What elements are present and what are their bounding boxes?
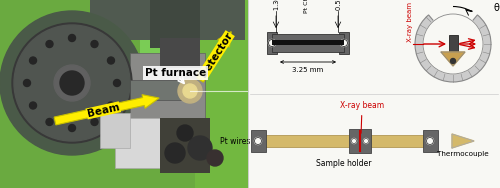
Circle shape [60, 71, 84, 95]
Circle shape [91, 118, 98, 125]
Circle shape [340, 39, 347, 46]
Polygon shape [452, 134, 474, 148]
Circle shape [426, 137, 434, 145]
Bar [267, 32, 277, 54]
Text: θ: θ [494, 3, 500, 13]
FancyBboxPatch shape [90, 0, 245, 40]
Text: 0.58 mm: 0.58 mm [336, 0, 342, 10]
Circle shape [68, 124, 75, 131]
Circle shape [14, 25, 130, 141]
Circle shape [68, 35, 75, 42]
Circle shape [24, 80, 30, 86]
Circle shape [364, 139, 368, 143]
Bar [349, 129, 371, 153]
FancyBboxPatch shape [160, 38, 200, 68]
FancyBboxPatch shape [150, 0, 200, 48]
Text: Thermocouple: Thermocouple [437, 151, 489, 157]
Circle shape [254, 137, 262, 145]
Circle shape [12, 23, 132, 143]
FancyArrow shape [196, 32, 231, 82]
FancyBboxPatch shape [248, 0, 500, 188]
FancyBboxPatch shape [0, 0, 248, 188]
Circle shape [114, 80, 120, 86]
FancyBboxPatch shape [100, 113, 130, 148]
Bar [258, 135, 430, 147]
Text: Pt furnace: Pt furnace [145, 68, 206, 78]
Bar [251, 130, 266, 152]
Bar [272, 40, 344, 45]
FancyBboxPatch shape [115, 118, 175, 168]
Circle shape [0, 11, 144, 155]
FancyBboxPatch shape [195, 0, 248, 188]
Circle shape [46, 118, 53, 125]
Polygon shape [441, 52, 465, 66]
Text: X-ray beam: X-ray beam [407, 2, 413, 42]
FancyBboxPatch shape [130, 53, 205, 133]
Circle shape [352, 139, 356, 143]
Circle shape [178, 79, 202, 103]
Circle shape [108, 57, 114, 64]
Circle shape [91, 41, 98, 48]
Text: Pt Channel: Pt Channel [304, 0, 309, 13]
Text: Beam: Beam [86, 102, 120, 119]
FancyArrow shape [54, 95, 159, 125]
Bar [272, 34, 344, 52]
Text: 1.30 mm: 1.30 mm [274, 0, 280, 10]
Circle shape [30, 57, 36, 64]
Bar [423, 130, 438, 152]
Circle shape [177, 125, 193, 141]
Circle shape [165, 143, 185, 163]
Circle shape [108, 102, 114, 109]
Circle shape [54, 65, 90, 101]
Text: Detector: Detector [198, 31, 234, 80]
Text: Sample holder: Sample holder [316, 159, 372, 168]
Circle shape [183, 84, 197, 98]
Circle shape [188, 136, 212, 160]
Circle shape [450, 58, 456, 64]
Circle shape [30, 102, 36, 109]
FancyBboxPatch shape [140, 0, 248, 68]
Circle shape [423, 14, 483, 74]
Bar [449, 35, 458, 52]
FancyBboxPatch shape [160, 118, 210, 173]
Text: X-ray beam: X-ray beam [340, 101, 384, 133]
FancyBboxPatch shape [130, 80, 195, 100]
Circle shape [46, 41, 53, 48]
Circle shape [207, 150, 223, 166]
Bar [339, 32, 349, 54]
Text: Pt wires: Pt wires [220, 136, 250, 146]
Text: 3.25 mm: 3.25 mm [292, 67, 324, 73]
Wedge shape [415, 15, 491, 82]
Circle shape [268, 39, 276, 46]
